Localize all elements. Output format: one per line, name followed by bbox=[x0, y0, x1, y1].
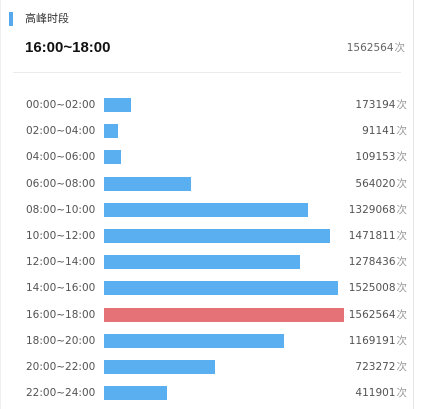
peak-bar bbox=[104, 308, 344, 322]
bar-value-label: 1471811次 bbox=[348, 230, 407, 242]
bar-value-label: 173194次 bbox=[355, 99, 407, 111]
time-slot-label: 18:00~20:00 bbox=[26, 335, 96, 347]
bar bbox=[104, 177, 191, 191]
time-slot-label: 02:00~04:00 bbox=[26, 125, 96, 137]
bar bbox=[104, 98, 131, 112]
bar bbox=[104, 334, 284, 348]
bar bbox=[104, 203, 308, 217]
bar-value-label: 1562564次 bbox=[348, 309, 407, 321]
bar-value-label: 411901次 bbox=[355, 387, 407, 399]
time-slot-label: 06:00~08:00 bbox=[26, 178, 96, 190]
bar bbox=[104, 360, 215, 374]
time-slot-label: 12:00~14:00 bbox=[26, 256, 96, 268]
hourly-bar-chart: 00:00~02:00 173194次 02:00~04:00 91141次 04:00… bbox=[1, 0, 415, 409]
bar bbox=[104, 386, 167, 400]
peak-count: 1562564次 bbox=[347, 41, 405, 55]
bar-value-label: 1169191次 bbox=[348, 335, 407, 347]
bar-value-label: 91141次 bbox=[362, 125, 407, 137]
time-slot-label: 08:00~10:00 bbox=[26, 204, 96, 216]
bar bbox=[104, 124, 118, 138]
card-title: 高峰时段 bbox=[25, 12, 69, 25]
bar-value-label: 1278436次 bbox=[348, 256, 407, 268]
bar bbox=[104, 229, 330, 243]
time-slot-label: 00:00~02:00 bbox=[26, 99, 96, 111]
bar bbox=[104, 150, 121, 164]
peak-time-range: 16:00~18:00 bbox=[25, 39, 111, 56]
bar-value-label: 723272次 bbox=[355, 361, 407, 373]
bar-value-label: 1329068次 bbox=[348, 204, 407, 216]
time-slot-label: 10:00~12:00 bbox=[26, 230, 96, 242]
bar-value-label: 109153次 bbox=[355, 151, 407, 163]
time-slot-label: 20:00~22:00 bbox=[26, 361, 96, 373]
peak-count-value: 1562564 bbox=[346, 42, 394, 54]
bar-value-label: 1525008次 bbox=[348, 282, 407, 294]
peak-hours-card: 高峰时段 16:00~18:00 1562564次 00:00~02:00 173… bbox=[0, 0, 414, 409]
time-slot-label: 16:00~18:00 bbox=[26, 309, 96, 321]
bar-value-label: 564020次 bbox=[355, 178, 407, 190]
time-slot-label: 22:00~24:00 bbox=[26, 387, 96, 399]
header-accent-bar bbox=[9, 12, 13, 26]
peak-count-unit: 次 bbox=[394, 42, 406, 54]
bar bbox=[104, 281, 338, 295]
time-slot-label: 14:00~16:00 bbox=[26, 282, 96, 294]
time-slot-label: 04:00~06:00 bbox=[26, 151, 96, 163]
divider bbox=[13, 72, 401, 73]
bar bbox=[104, 255, 300, 269]
